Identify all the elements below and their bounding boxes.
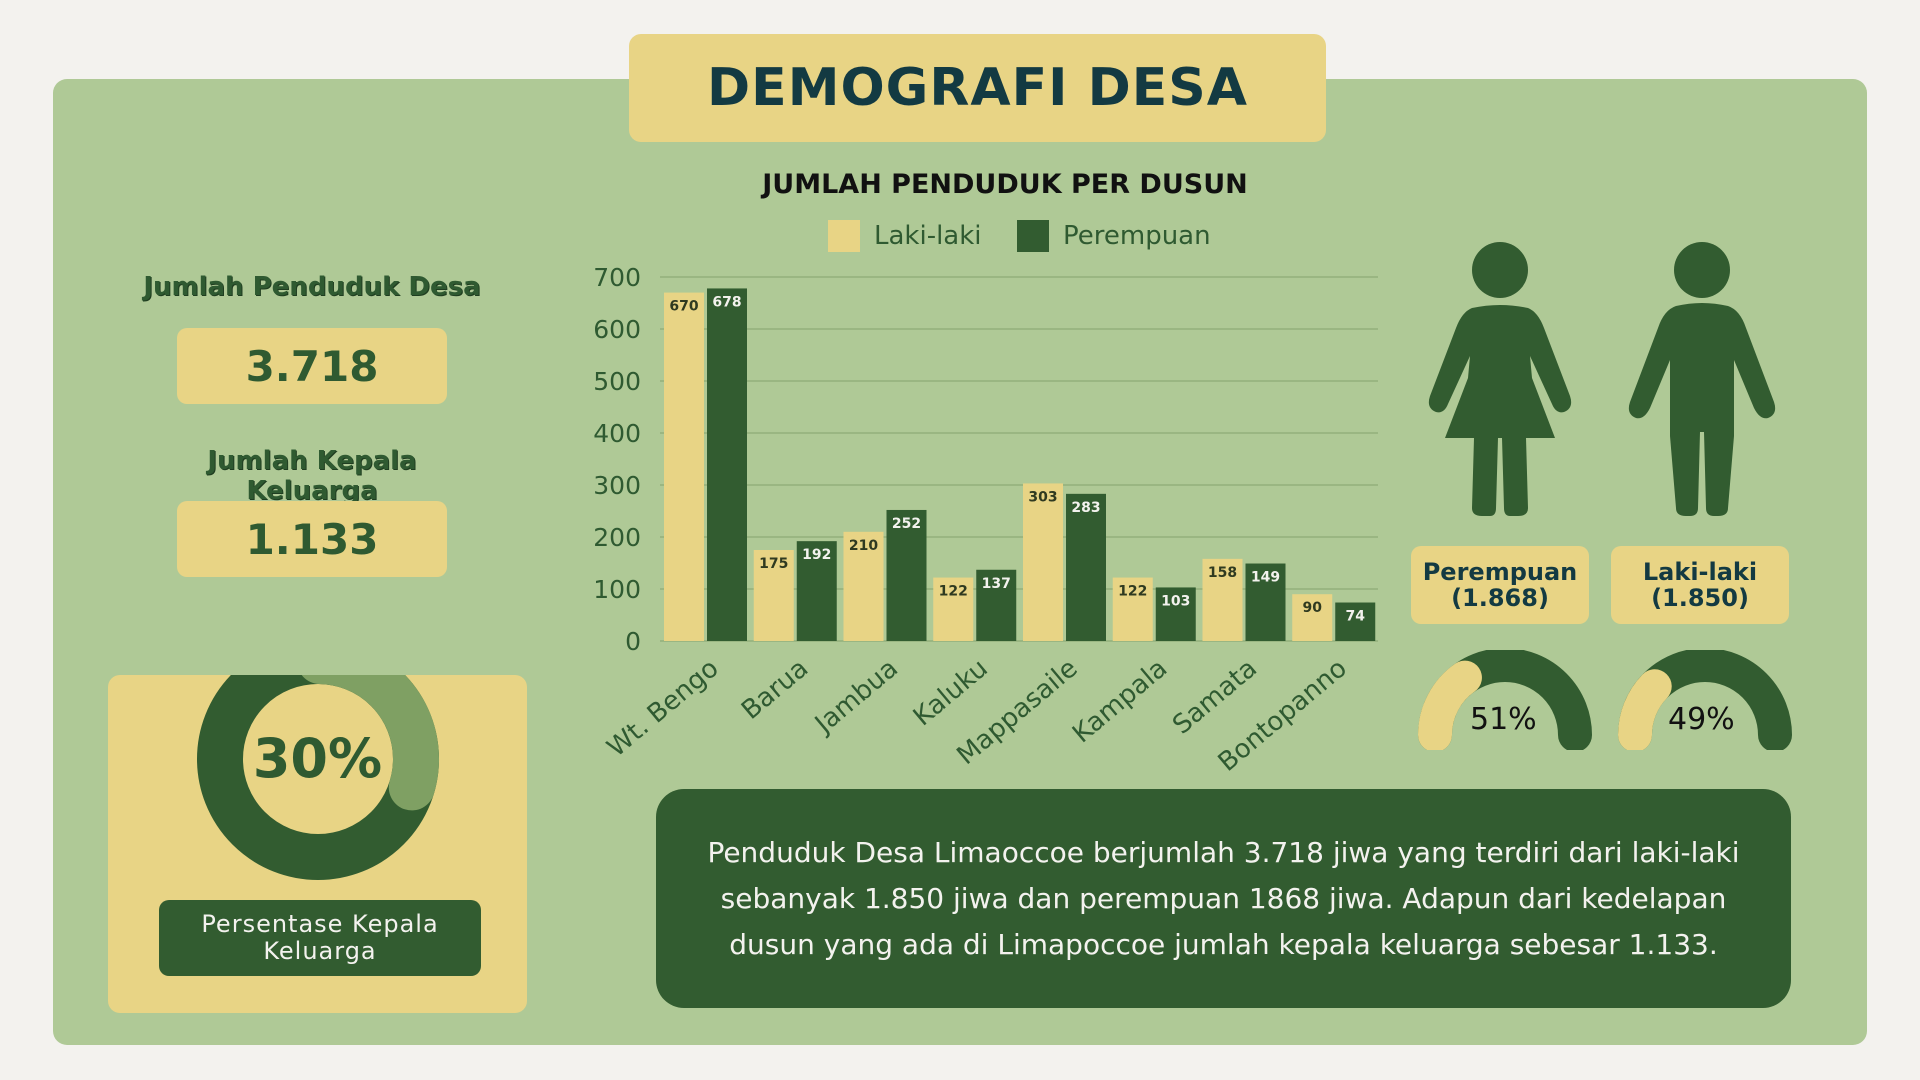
- y-tick-label: 200: [593, 523, 641, 552]
- households-value: 1.133: [177, 501, 447, 577]
- female-percent: 51%: [1470, 702, 1537, 737]
- bar: [843, 531, 884, 641]
- y-tick-label: 600: [593, 315, 641, 344]
- bar: [886, 509, 927, 641]
- bar-data-label: 283: [1071, 500, 1100, 516]
- bar: [707, 288, 747, 641]
- bar-data-label: 678: [712, 294, 741, 310]
- households-label: Jumlah Kepala Keluarga: [207, 446, 417, 506]
- legend-swatch: [828, 220, 860, 252]
- bar-data-label: 158: [1208, 565, 1237, 581]
- household-share-percent: 30%: [252, 727, 383, 790]
- population-value: 3.718: [177, 328, 447, 404]
- household-share-donut: [197, 675, 439, 880]
- x-category-label: Jambua: [808, 653, 904, 740]
- bar-data-label: 670: [669, 299, 698, 315]
- bar-data-label: 175: [759, 556, 788, 572]
- population-bar-chart: JUMLAH PENDUDUK PER DUSUN Laki-laki Peremp…: [593, 169, 1378, 778]
- female-gauge-fill: [1418, 660, 1482, 750]
- male-label: Laki-laki: [1642, 558, 1758, 586]
- y-tick-label: 100: [593, 575, 641, 604]
- male-gauge-fill: [1618, 669, 1672, 750]
- title-banner: DEMOGRAFI DESA: [629, 34, 1326, 142]
- bar: [1335, 602, 1376, 641]
- bar: [1112, 577, 1153, 641]
- male-label-box: Laki-laki (1.850): [1611, 546, 1789, 624]
- y-tick-label: 300: [593, 471, 641, 500]
- legend-label: Laki-laki: [874, 221, 982, 251]
- bar: [976, 569, 1017, 641]
- bar-data-label: 103: [1161, 593, 1190, 609]
- male-person-icon: [1628, 242, 1776, 516]
- summary-text-box: Penduduk Desa Limaoccoe berjumlah 3.718 …: [656, 789, 1791, 1008]
- male-percent: 49%: [1668, 702, 1735, 737]
- bar-data-label: 149: [1251, 570, 1280, 586]
- x-category-label: Wt. Bengo: [602, 653, 725, 763]
- bar-data-label: 90: [1303, 600, 1323, 616]
- y-tick-label: 700: [593, 263, 641, 292]
- legend-label: Perempuan: [1063, 221, 1211, 251]
- household-share-caption: Persentase Kepala Keluarga: [159, 900, 481, 976]
- chart-title: JUMLAH PENDUDUK PER DUSUN: [760, 169, 1248, 200]
- female-label: Perempuan: [1422, 558, 1578, 586]
- bar: [1066, 493, 1106, 641]
- x-category-label: Barua: [736, 653, 814, 725]
- bar: [753, 550, 794, 641]
- bar: [796, 541, 837, 641]
- male-count: (1.850): [1651, 584, 1749, 612]
- y-tick-label: 400: [593, 419, 641, 448]
- bar: [664, 292, 704, 641]
- female-count: (1.868): [1451, 584, 1549, 612]
- bar-data-label: 74: [1346, 609, 1366, 625]
- female-gauge: [1418, 650, 1592, 750]
- summary-text: Penduduk Desa Limaoccoe berjumlah 3.718 …: [707, 835, 1740, 961]
- page-title: DEMOGRAFI DESA: [707, 58, 1248, 118]
- bar-data-label: 192: [802, 547, 831, 563]
- x-category-label: Kampala: [1067, 653, 1173, 749]
- household-share-card: 30% Persentase Kepala Keluarga: [108, 675, 527, 1013]
- bar: [1245, 563, 1286, 641]
- male-gauge: [1618, 650, 1792, 750]
- bar-data-label: 122: [1118, 584, 1147, 600]
- x-category-label: Kaluku: [908, 653, 994, 732]
- population-label: Jumlah Penduduk Desa: [143, 272, 481, 302]
- y-tick-label: 0: [625, 627, 641, 656]
- bar-data-label: 122: [939, 584, 968, 600]
- female-label-box: Perempuan (1.868): [1411, 546, 1589, 624]
- bar-data-label: 303: [1028, 489, 1057, 505]
- bar: [1023, 483, 1063, 641]
- bar-data-label: 210: [849, 538, 878, 554]
- bar: [1202, 558, 1243, 641]
- bar-data-label: 137: [982, 576, 1011, 592]
- bar-data-label: 252: [892, 516, 921, 532]
- y-tick-label: 500: [593, 367, 641, 396]
- donut-share-arc: [301, 675, 439, 811]
- female-person-icon: [1428, 242, 1572, 516]
- legend-swatch: [1017, 220, 1049, 252]
- bar: [1292, 594, 1333, 641]
- bar: [933, 577, 974, 641]
- bar: [1155, 587, 1196, 641]
